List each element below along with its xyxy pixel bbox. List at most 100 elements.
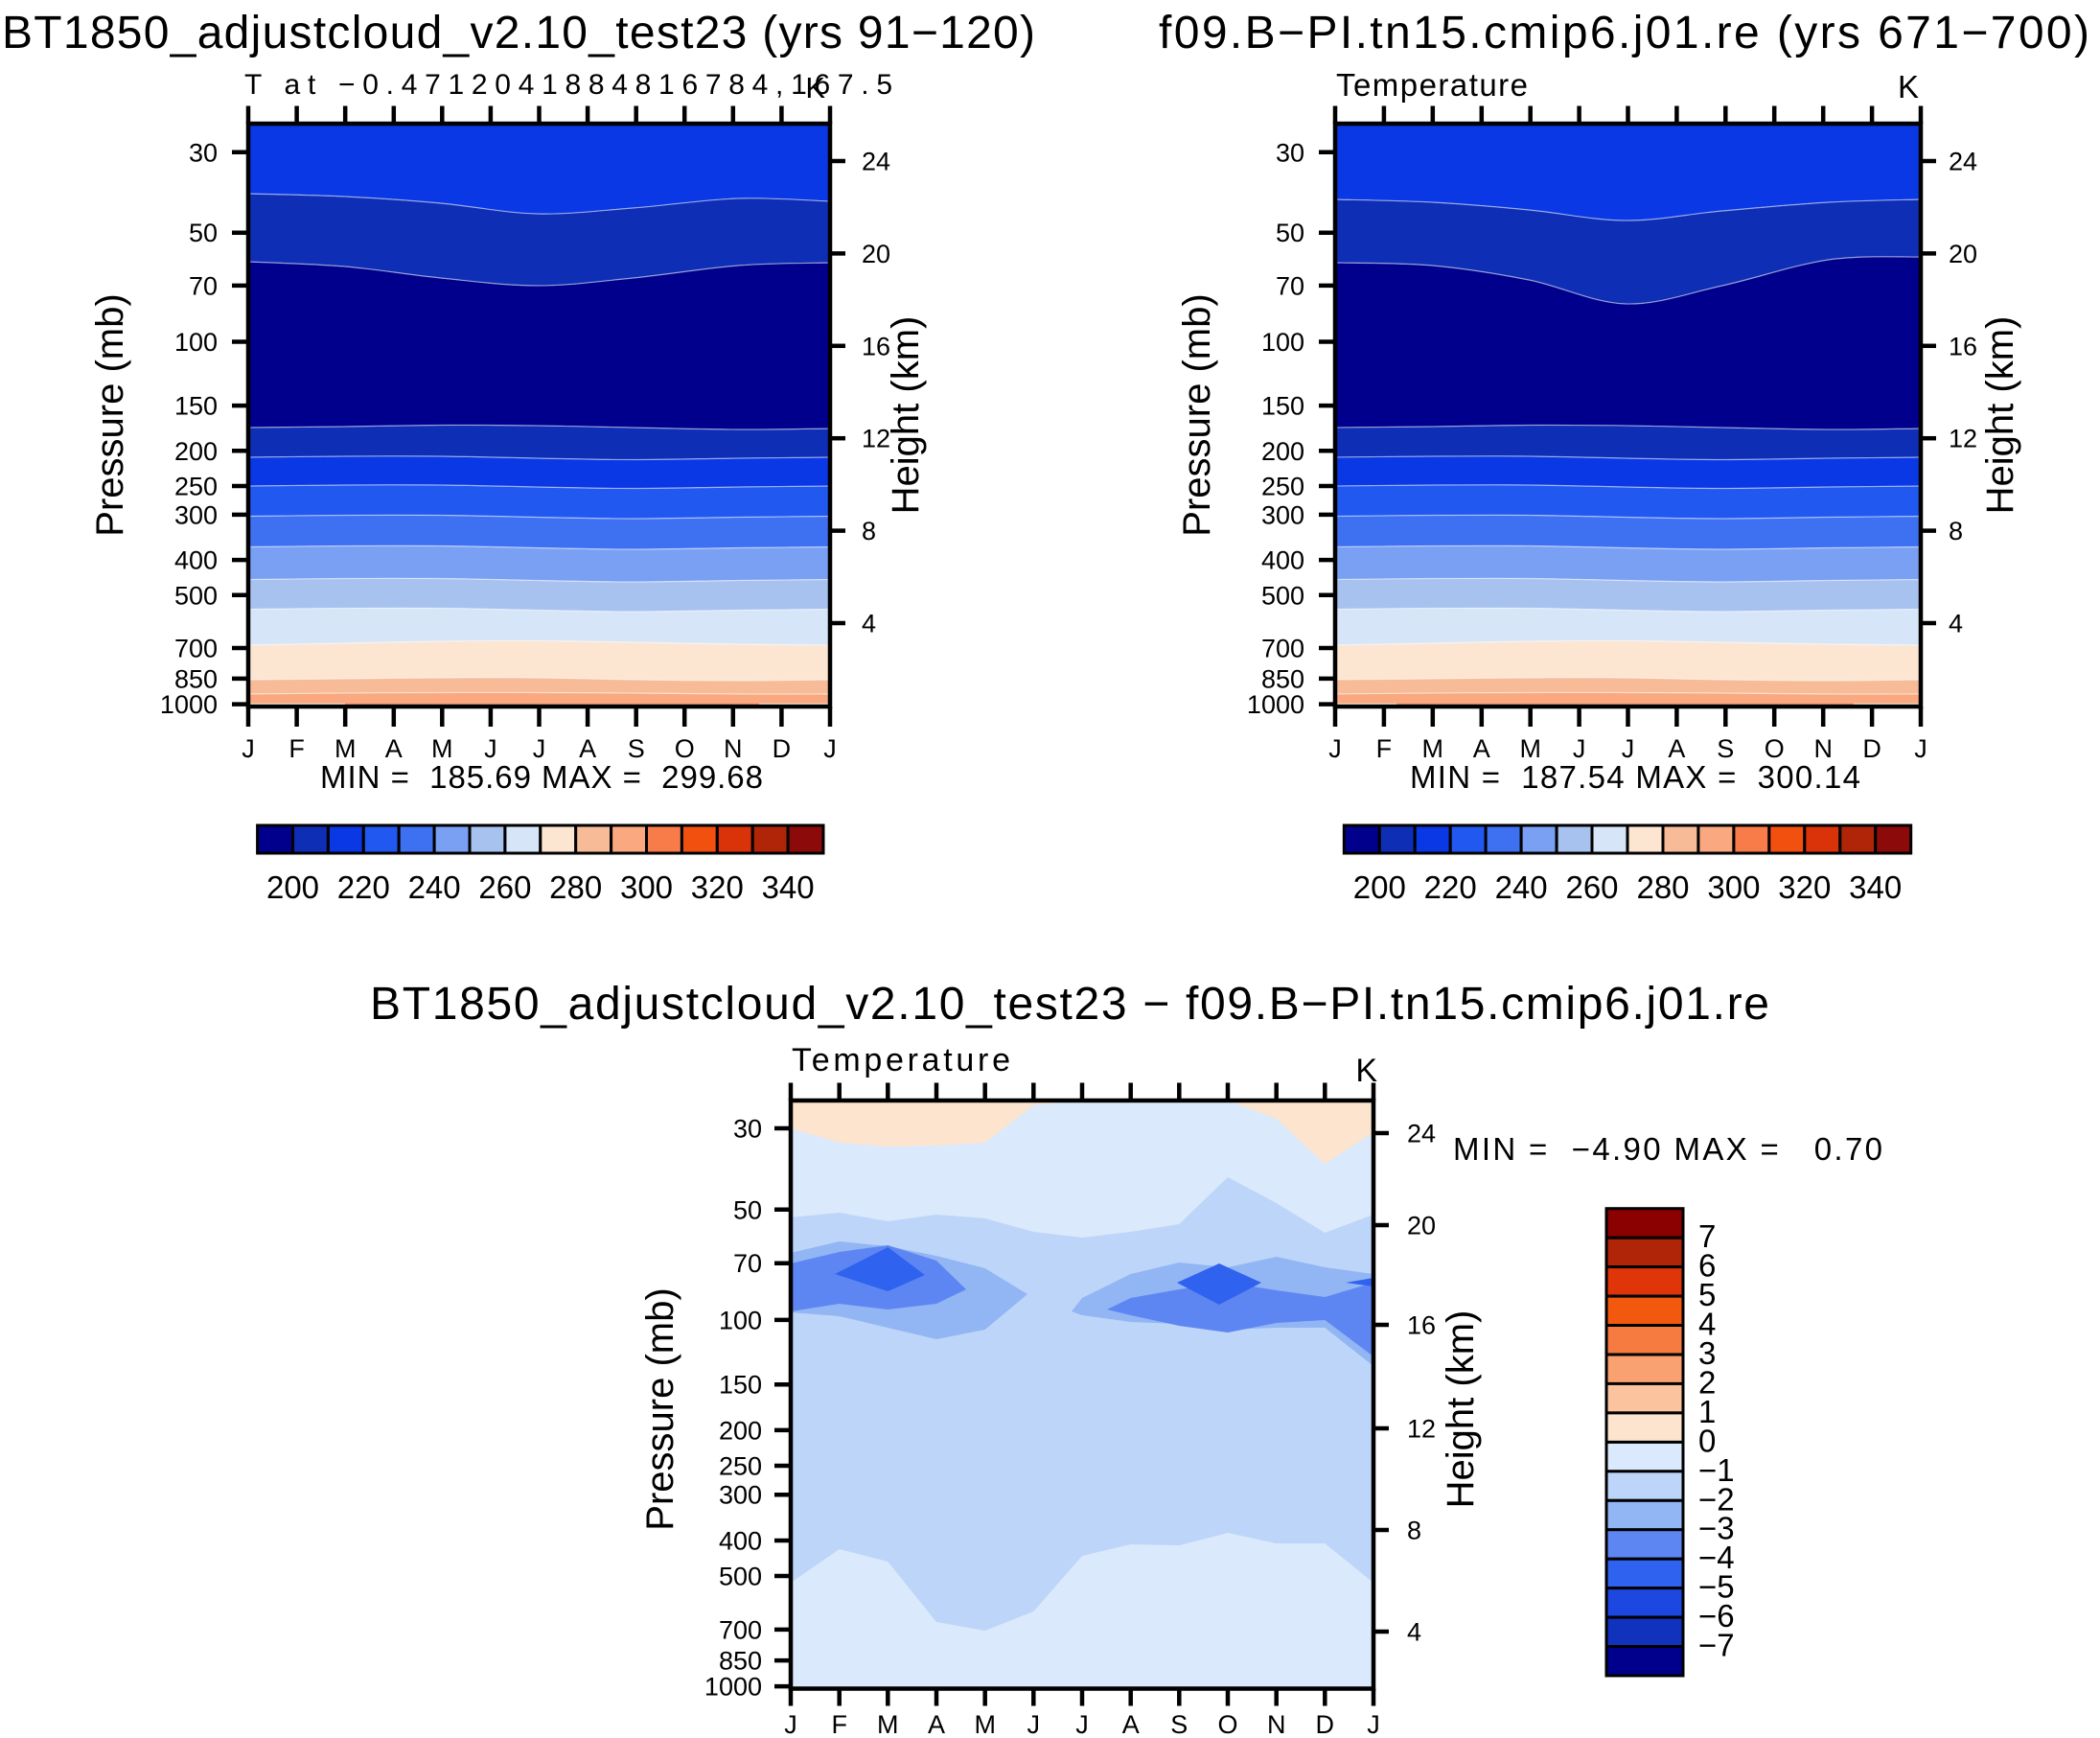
svg-text:8: 8: [1407, 1517, 1421, 1545]
svg-text:150: 150: [174, 392, 218, 421]
svg-text:Height (km): Height (km): [885, 316, 927, 515]
svg-text:f09.B−PI.tn15.cmip6.j01.re (yr: f09.B−PI.tn15.cmip6.j01.re (yrs 671−700): [1159, 8, 2089, 58]
svg-text:2: 2: [1698, 1364, 1716, 1400]
svg-text:150: 150: [1261, 392, 1304, 421]
svg-text:4: 4: [1949, 610, 1963, 638]
svg-text:24: 24: [1407, 1120, 1436, 1148]
svg-text:20: 20: [1949, 240, 1977, 268]
svg-text:5: 5: [1698, 1277, 1716, 1312]
svg-text:A: A: [1473, 734, 1490, 763]
svg-text:16: 16: [862, 332, 890, 360]
svg-text:12: 12: [1407, 1415, 1436, 1444]
svg-text:BT1850_adjustcloud_v2.10_test2: BT1850_adjustcloud_v2.10_test23 (yrs 91−…: [2, 8, 1035, 58]
svg-text:1: 1: [1698, 1394, 1716, 1429]
svg-text:500: 500: [719, 1563, 762, 1591]
svg-text:100: 100: [174, 328, 218, 357]
svg-text:F: F: [1376, 734, 1393, 763]
svg-text:300: 300: [719, 1481, 762, 1510]
svg-text:50: 50: [189, 219, 218, 247]
svg-text:M: M: [431, 734, 453, 763]
svg-text:MIN = −4.90 MAX = 0.70: MIN = −4.90 MAX = 0.70: [1453, 1131, 1882, 1167]
svg-text:12: 12: [862, 425, 890, 453]
svg-text:D: D: [1316, 1710, 1335, 1738]
svg-text:O: O: [1765, 734, 1785, 763]
svg-text:700: 700: [174, 635, 218, 663]
svg-text:12: 12: [1949, 425, 1977, 453]
svg-text:J: J: [1367, 1710, 1380, 1738]
svg-text:F: F: [831, 1710, 847, 1738]
svg-text:320: 320: [691, 869, 744, 905]
svg-text:0: 0: [1698, 1423, 1716, 1458]
svg-text:400: 400: [1261, 546, 1304, 575]
svg-text:3: 3: [1698, 1335, 1716, 1371]
svg-text:Temperature: Temperature: [1336, 67, 1528, 103]
svg-text:100: 100: [1261, 328, 1304, 357]
svg-text:4: 4: [862, 610, 876, 638]
svg-text:BT1850_adjustcloud_v2.10_test2: BT1850_adjustcloud_v2.10_test23 − f09.B−…: [370, 979, 1769, 1030]
svg-text:A: A: [1668, 734, 1685, 763]
svg-text:100: 100: [719, 1306, 762, 1334]
svg-text:Pressure (mb): Pressure (mb): [639, 1287, 681, 1530]
svg-text:T at −0.4712041884816784,167.5: T at −0.4712041884816784,167.5: [244, 69, 892, 101]
svg-text:J: J: [1075, 1710, 1089, 1738]
svg-text:8: 8: [1949, 517, 1963, 545]
svg-text:N: N: [1267, 1710, 1286, 1738]
svg-text:30: 30: [1276, 138, 1304, 167]
svg-text:−5: −5: [1698, 1569, 1735, 1605]
svg-text:7: 7: [1698, 1218, 1716, 1254]
svg-text:K: K: [805, 71, 825, 104]
svg-text:O: O: [1217, 1710, 1237, 1738]
svg-text:Pressure (mb): Pressure (mb): [1176, 293, 1218, 536]
svg-text:J: J: [1914, 734, 1927, 763]
svg-text:16: 16: [1949, 332, 1977, 360]
svg-text:240: 240: [1495, 869, 1548, 905]
svg-text:200: 200: [1261, 437, 1304, 466]
svg-text:−3: −3: [1698, 1511, 1735, 1546]
svg-text:280: 280: [1636, 869, 1689, 905]
svg-text:250: 250: [174, 473, 218, 501]
svg-text:70: 70: [733, 1249, 762, 1278]
svg-text:300: 300: [174, 500, 218, 529]
svg-text:250: 250: [719, 1452, 762, 1481]
svg-text:1000: 1000: [160, 690, 218, 719]
svg-text:D: D: [1862, 734, 1881, 763]
svg-text:J: J: [533, 734, 546, 763]
svg-text:260: 260: [478, 869, 531, 905]
svg-text:A: A: [928, 1710, 945, 1738]
svg-text:S: S: [1717, 734, 1734, 763]
svg-text:400: 400: [174, 546, 218, 575]
svg-text:220: 220: [337, 869, 390, 905]
svg-text:30: 30: [733, 1115, 762, 1144]
svg-text:D: D: [773, 734, 792, 763]
svg-text:Height (km): Height (km): [1440, 1310, 1482, 1509]
svg-text:150: 150: [719, 1371, 762, 1400]
svg-text:M: M: [877, 1710, 899, 1738]
svg-text:20: 20: [1407, 1212, 1436, 1240]
svg-text:M: M: [335, 734, 357, 763]
svg-text:850: 850: [1261, 664, 1304, 693]
svg-text:24: 24: [1949, 148, 1977, 176]
svg-text:250: 250: [1261, 473, 1304, 501]
svg-text:850: 850: [719, 1647, 762, 1676]
svg-text:Pressure (mb): Pressure (mb): [89, 293, 131, 536]
svg-text:70: 70: [1276, 271, 1304, 300]
svg-text:24: 24: [862, 148, 890, 176]
svg-text:240: 240: [408, 869, 461, 905]
svg-text:K: K: [1355, 1053, 1377, 1089]
svg-text:−4: −4: [1698, 1540, 1735, 1575]
svg-text:J: J: [1027, 1710, 1041, 1738]
svg-text:16: 16: [1407, 1311, 1436, 1340]
svg-text:J: J: [484, 734, 497, 763]
svg-text:500: 500: [1261, 581, 1304, 610]
svg-text:M: M: [974, 1710, 996, 1738]
svg-text:−7: −7: [1698, 1628, 1735, 1663]
svg-text:Temperature: Temperature: [792, 1042, 1010, 1078]
svg-text:4: 4: [1698, 1307, 1716, 1342]
svg-text:−1: −1: [1698, 1452, 1735, 1488]
svg-text:M: M: [1422, 734, 1444, 763]
svg-text:280: 280: [549, 869, 602, 905]
svg-text:300: 300: [1261, 500, 1304, 529]
svg-text:F: F: [288, 734, 305, 763]
svg-text:50: 50: [1276, 219, 1304, 247]
svg-text:J: J: [1622, 734, 1635, 763]
